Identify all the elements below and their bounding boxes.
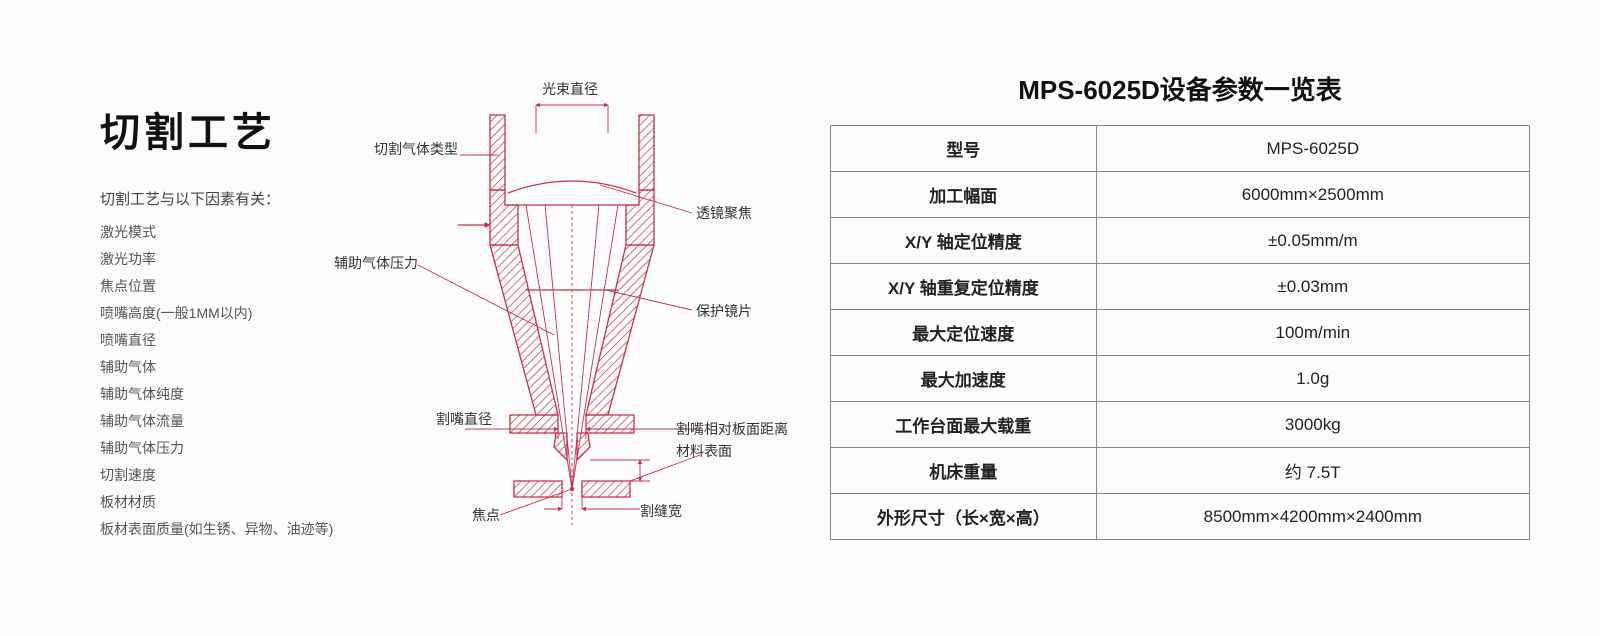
list-item: 激光功率 bbox=[100, 246, 360, 273]
table-row: 最大加速度 1.0g bbox=[831, 356, 1530, 402]
label-lens-focus: 透镜聚焦 bbox=[696, 203, 752, 223]
list-item: 切割速度 bbox=[100, 462, 360, 489]
cutting-process-title: 切割工艺 bbox=[100, 100, 360, 158]
spec-key: 最大定位速度 bbox=[831, 310, 1097, 356]
label-beam-diameter: 光束直径 bbox=[542, 79, 598, 99]
spec-key: 外形尺寸（长×宽×高） bbox=[831, 494, 1097, 540]
spec-key: 加工幅面 bbox=[831, 172, 1097, 218]
table-row: 最大定位速度 100m/min bbox=[831, 310, 1530, 356]
spec-key: 机床重量 bbox=[831, 448, 1097, 494]
spec-value: 8500mm×4200mm×2400mm bbox=[1096, 494, 1529, 540]
list-item: 喷嘴直径 bbox=[100, 327, 360, 354]
list-item: 板材表面质量(如生锈、异物、油迹等) bbox=[100, 516, 360, 543]
label-nozzle-to-plate: 割嘴相对板面距离 bbox=[676, 419, 788, 439]
spec-value: 3000kg bbox=[1096, 402, 1529, 448]
table-row: 工作台面最大载重 3000kg bbox=[831, 402, 1530, 448]
spec-key: 型号 bbox=[831, 126, 1097, 172]
spec-key: 工作台面最大载重 bbox=[831, 402, 1097, 448]
cutting-process-subtitle: 切割工艺与以下因素有关： bbox=[100, 188, 360, 209]
label-assist-gas-pressure: 辅助气体压力 bbox=[334, 253, 418, 273]
spec-value: 约 7.5T bbox=[1096, 448, 1529, 494]
spec-table-block: MPS-6025D设备参数一览表 型号 MPS-6025D 加工幅面 6000m… bbox=[830, 70, 1530, 540]
spec-key: X/Y 轴定位精度 bbox=[831, 218, 1097, 264]
label-protective-lens: 保护镜片 bbox=[696, 301, 752, 321]
label-material-surface: 材料表面 bbox=[676, 441, 732, 461]
spec-value: 6000mm×2500mm bbox=[1096, 172, 1529, 218]
label-cutting-gas-type: 切割气体类型 bbox=[374, 139, 458, 159]
label-kerf-width: 割缝宽 bbox=[640, 501, 682, 521]
list-item: 辅助气体压力 bbox=[100, 435, 360, 462]
list-item: 激光模式 bbox=[100, 219, 360, 246]
spec-value: MPS-6025D bbox=[1096, 126, 1529, 172]
table-row: 机床重量 约 7.5T bbox=[831, 448, 1530, 494]
list-item: 喷嘴高度(一般1MM以内) bbox=[100, 300, 360, 327]
list-item: 辅助气体纯度 bbox=[100, 381, 360, 408]
table-row: 外形尺寸（长×宽×高） 8500mm×4200mm×2400mm bbox=[831, 494, 1530, 540]
list-item: 板材材质 bbox=[100, 489, 360, 516]
cutting-process-items: 激光模式 激光功率 焦点位置 喷嘴高度(一般1MM以内) 喷嘴直径 辅助气体 辅… bbox=[100, 219, 360, 543]
spec-value: 100m/min bbox=[1096, 310, 1529, 356]
list-item: 辅助气体流量 bbox=[100, 408, 360, 435]
spec-key: X/Y 轴重复定位精度 bbox=[831, 264, 1097, 310]
spec-table: 型号 MPS-6025D 加工幅面 6000mm×2500mm X/Y 轴定位精… bbox=[830, 125, 1530, 540]
list-item: 辅助气体 bbox=[100, 354, 360, 381]
spec-value: 1.0g bbox=[1096, 356, 1529, 402]
table-row: X/Y 轴重复定位精度 ±0.03mm bbox=[831, 264, 1530, 310]
table-row: 型号 MPS-6025D bbox=[831, 126, 1530, 172]
cutting-process-list: 切割工艺 切割工艺与以下因素有关： 激光模式 激光功率 焦点位置 喷嘴高度(一般… bbox=[100, 100, 360, 543]
spec-value: ±0.03mm bbox=[1096, 264, 1529, 310]
list-item: 焦点位置 bbox=[100, 273, 360, 300]
table-row: X/Y 轴定位精度 ±0.05mm/m bbox=[831, 218, 1530, 264]
spec-table-title: MPS-6025D设备参数一览表 bbox=[830, 70, 1530, 107]
spec-value: ±0.05mm/m bbox=[1096, 218, 1529, 264]
label-focal-point: 焦点 bbox=[472, 505, 500, 525]
nozzle-cross-section-diagram: 光束直径 切割气体类型 透镜聚焦 辅助气体压力 保护镜片 割嘴直径 割嘴相对板面… bbox=[340, 85, 800, 555]
table-row: 加工幅面 6000mm×2500mm bbox=[831, 172, 1530, 218]
spec-key: 最大加速度 bbox=[831, 356, 1097, 402]
label-nozzle-diameter: 割嘴直径 bbox=[436, 409, 492, 429]
